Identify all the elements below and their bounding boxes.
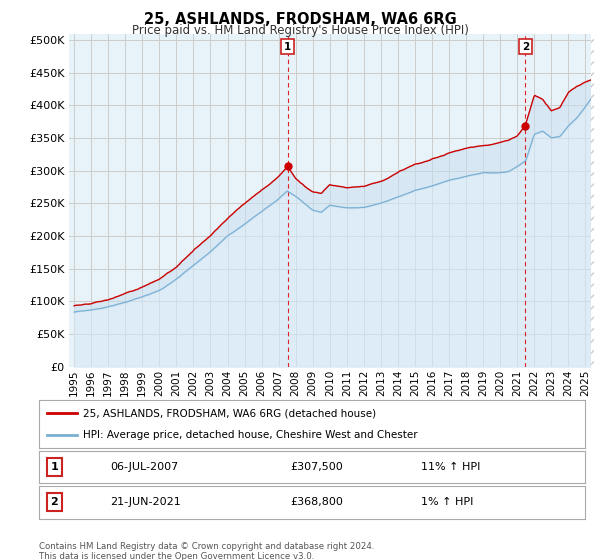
Bar: [590, 34, 594, 367]
Text: £307,500: £307,500: [290, 462, 343, 472]
Text: Price paid vs. HM Land Registry's House Price Index (HPI): Price paid vs. HM Land Registry's House …: [131, 24, 469, 37]
Text: 25, ASHLANDS, FRODSHAM, WA6 6RG (detached house): 25, ASHLANDS, FRODSHAM, WA6 6RG (detache…: [83, 408, 376, 418]
Text: 1: 1: [284, 41, 291, 52]
Text: 21-JUN-2021: 21-JUN-2021: [110, 497, 181, 507]
Text: 11% ↑ HPI: 11% ↑ HPI: [421, 462, 481, 472]
Text: 2: 2: [50, 497, 58, 507]
Text: 1: 1: [50, 462, 58, 472]
Text: HPI: Average price, detached house, Cheshire West and Chester: HPI: Average price, detached house, Ches…: [83, 430, 418, 440]
Text: Contains HM Land Registry data © Crown copyright and database right 2024.
This d: Contains HM Land Registry data © Crown c…: [39, 542, 374, 560]
Text: 06-JUL-2007: 06-JUL-2007: [110, 462, 178, 472]
Text: 2: 2: [521, 41, 529, 52]
Text: 25, ASHLANDS, FRODSHAM, WA6 6RG: 25, ASHLANDS, FRODSHAM, WA6 6RG: [143, 12, 457, 27]
Text: £368,800: £368,800: [290, 497, 343, 507]
Text: 1% ↑ HPI: 1% ↑ HPI: [421, 497, 473, 507]
